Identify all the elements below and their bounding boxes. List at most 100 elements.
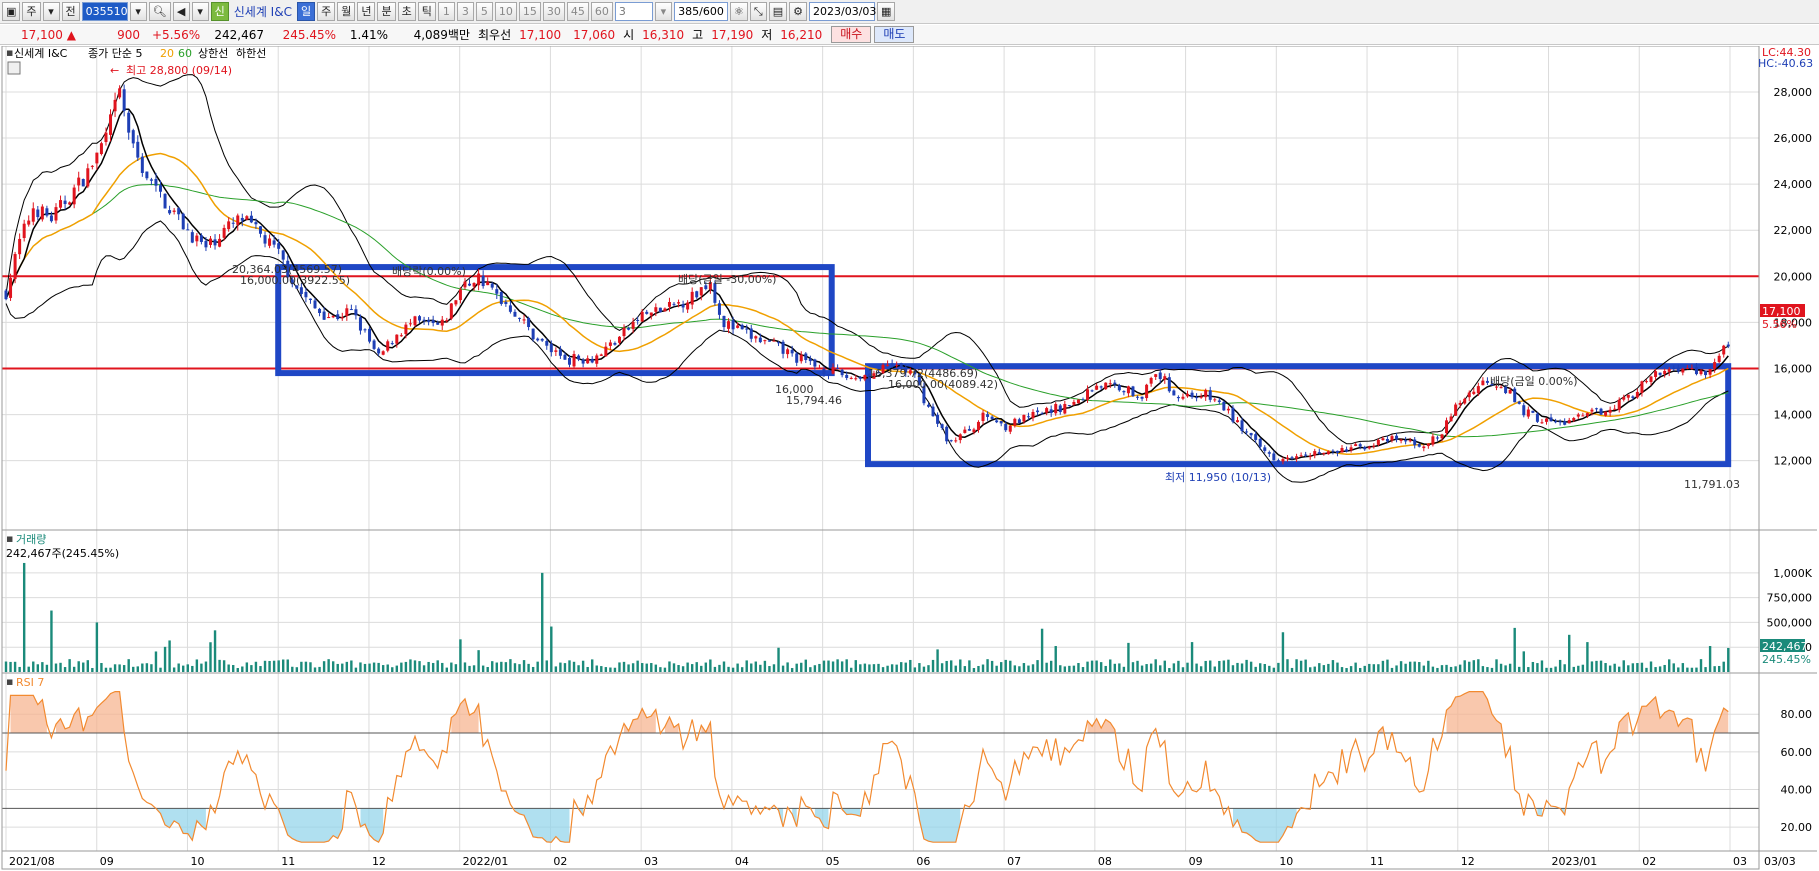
volume-bar [1231,665,1235,672]
volume-bar [1586,642,1589,672]
candle-body [286,260,290,278]
dropdown-icon[interactable]: ▾ [42,2,60,21]
volume-bar [1236,662,1239,672]
minute-option-3[interactable]: 3 [456,2,474,21]
buy-button[interactable]: 매수 [831,26,872,43]
volume-bar [940,663,944,672]
interval-tab-day[interactable]: 일 [296,2,316,21]
date-input[interactable]: 2023/03/03 [809,2,876,21]
code-dropdown-icon[interactable]: ▾ [129,2,147,21]
volume-bar [863,663,867,672]
volume-bar [1031,664,1035,672]
period-tab-week[interactable]: 주 [22,2,41,21]
stock-chart[interactable]: 28,000 26,000 24,000 22,000 20,000 18,000 16,0… [0,46,1819,871]
volume-bar [68,659,71,672]
volume-bar [354,667,358,672]
hc-value: HC:-40.63 [1758,57,1813,70]
legend-upper-band: 상한선 [198,47,228,60]
stock-code-input[interactable]: 035510 [81,2,128,21]
candle-body [1599,408,1603,415]
search-icon[interactable]: 🔍︎ [148,2,171,21]
trade-volume: 242,467 [214,27,264,42]
range-boxes [275,264,1732,468]
high-label: 고 [692,28,704,42]
candle-body [1617,399,1621,410]
volume-bar [263,660,267,672]
volume-bar [1472,660,1475,672]
calendar-icon[interactable]: ▦ [877,2,896,21]
candle-body [1122,391,1126,393]
layout-icon[interactable]: ▣ [2,2,21,21]
interval-tab-month[interactable]: 월 [337,2,356,21]
speaker-dropdown-icon[interactable]: ▾ [191,2,209,21]
candle-body [940,424,944,428]
bars-shown-input[interactable]: 385/600 [673,2,728,21]
volume-bar [1349,666,1353,672]
interval-tab-week[interactable]: 주 [317,2,336,21]
minute-option-1[interactable]: 1 [437,2,455,21]
candle-body [1408,440,1412,442]
volume-bar [91,668,94,672]
speaker-icon[interactable]: ◀ [172,2,190,21]
price-axis-label: 28,000 [1774,86,1813,99]
minute-option-15[interactable]: 15 [518,2,541,21]
annotation-16000: 16,000 [775,383,814,396]
bid-price: 17,060 [573,27,616,42]
candle-body [131,130,135,144]
volume-bar [1404,663,1407,672]
candle-body [1708,369,1712,375]
candle-body [518,317,522,319]
best-quote-label: 최우선 [478,28,512,42]
volume-bar [1054,646,1057,672]
candle-body [122,89,126,111]
table-view-icon[interactable] [7,61,21,75]
volume-bar [9,661,12,672]
minute-option-30[interactable]: 30 [542,2,565,21]
volume-bar [1549,667,1553,672]
interval-tab-minute[interactable]: 분 [377,2,396,21]
volume-bar [4,661,8,672]
sell-button[interactable]: 매도 [874,26,915,43]
count-dropdown-icon[interactable]: ▾ [654,2,672,21]
candle-body [145,171,149,179]
minute-option-10[interactable]: 10 [494,2,517,21]
indicator-icon[interactable]: ⚛ [729,2,748,21]
candle-body [118,88,122,98]
candle-body [440,319,444,326]
candle-body [59,200,63,208]
candle-body [13,254,17,280]
period-tab-all[interactable]: 전 [61,2,80,21]
volume-bar [654,664,658,672]
candle-body [1558,421,1562,423]
candle-body [1354,444,1358,447]
volume-bar [977,665,980,672]
volume-bar [591,659,594,672]
zoom-icon[interactable]: ⤡ [749,2,767,21]
candle-body [1440,434,1444,439]
minute-option-60[interactable]: 60 [590,2,613,21]
minute-option-45[interactable]: 45 [566,2,589,21]
volume-bar [1004,659,1007,672]
volume-bar [1663,664,1666,672]
candle-body [1704,370,1708,376]
candle-body [1531,410,1535,413]
save-icon[interactable]: ▤ [768,2,788,21]
volume-bar [1290,667,1294,672]
volume-bar [1268,665,1271,672]
candle-body [586,358,590,364]
candle-body [1049,409,1053,414]
interval-tab-second[interactable]: 초 [397,2,416,21]
volume-bar [1354,662,1357,672]
settings-gear-icon[interactable]: ⚙ [789,2,807,21]
candle-body [640,311,644,322]
candle-body [945,426,949,442]
interval-tab-tick[interactable]: 틱 [417,2,436,21]
volume-bar [1408,661,1412,672]
minute-option-5[interactable]: 5 [475,2,493,21]
candle-body [1526,409,1530,417]
count-input[interactable]: 3 [614,2,653,21]
chart-toolbar: ▣ 주 ▾ 전 035510 ▾ 🔍︎ ◀ ▾ 신 신세계 I&C 일 주 월 … [0,0,1819,24]
interval-tab-year[interactable]: 년 [357,2,376,21]
volume-bar [640,663,644,672]
annotation-15794: 15,794.46 [786,394,842,407]
